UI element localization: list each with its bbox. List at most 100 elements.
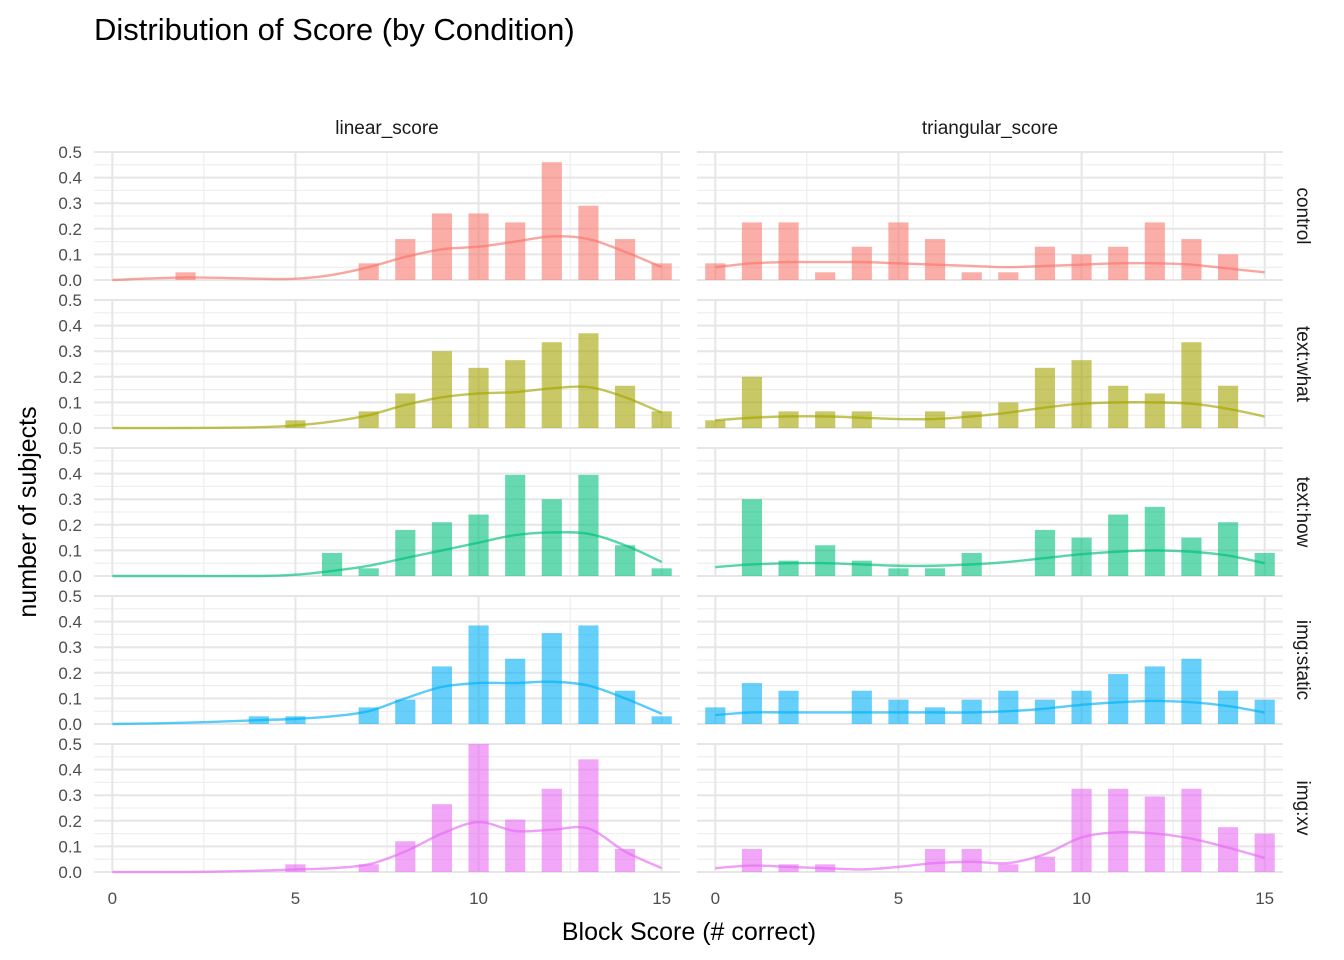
- histogram-bar: [778, 864, 799, 872]
- histogram-bar: [1034, 367, 1056, 428]
- density-curve: [715, 549, 1265, 569]
- histogram-bar: [395, 529, 416, 576]
- y-tick-label: 0.3: [58, 786, 82, 805]
- density-curve: [715, 260, 1265, 274]
- histogram-bar: [1254, 833, 1275, 872]
- panel-img-static-linear-score: 0.0 0.1 0.2 0.3 0.4 0.5: [58, 587, 680, 734]
- histogram-bar: [1181, 342, 1202, 428]
- histogram-bar: [741, 376, 763, 428]
- row-strip-label: control: [1292, 187, 1313, 244]
- density-curve: [112, 531, 663, 578]
- y-tick-label: 0.1: [58, 837, 82, 856]
- histogram-bar: [1034, 529, 1056, 576]
- histogram-bar: [1217, 690, 1239, 724]
- histogram-bar: [1217, 254, 1239, 280]
- histogram-bar: [614, 239, 636, 280]
- row-strip-label: img:static: [1292, 620, 1313, 700]
- histogram-bar: [614, 385, 636, 428]
- histogram-bar: [431, 666, 453, 724]
- histogram-bar: [924, 848, 946, 872]
- histogram-bar: [1034, 699, 1056, 724]
- y-tick-label: 0.3: [58, 638, 82, 657]
- histogram-bar: [505, 819, 526, 872]
- column-strip-label: triangular_score: [922, 118, 1058, 139]
- histogram-bar: [1217, 827, 1239, 872]
- histogram-bar: [961, 272, 982, 280]
- facet-panels: 0.0 0.1 0.2 0.3 0.4 0.5 control 0.0 0.1 0.2 0.3 0.4…: [58, 118, 1313, 908]
- density-curve: [112, 235, 663, 282]
- histogram-bar: [888, 222, 909, 280]
- y-tick-label: 0.1: [58, 541, 82, 560]
- y-tick-label: 0.1: [58, 245, 82, 264]
- histogram-bar: [395, 699, 416, 724]
- density-curve: [715, 699, 1265, 717]
- histogram-bar: [541, 342, 562, 428]
- histogram-bar: [851, 411, 872, 428]
- histogram-bar: [431, 522, 453, 576]
- histogram-bar: [888, 568, 909, 576]
- histogram-bar: [741, 222, 763, 280]
- histogram-bar: [741, 848, 763, 872]
- histogram-bar: [505, 222, 526, 280]
- y-tick-label: 0.4: [58, 317, 82, 336]
- histogram-bar: [1181, 537, 1202, 576]
- y-tick-label: 0.3: [58, 342, 82, 361]
- histogram-bar: [851, 246, 872, 280]
- x-tick-label: 10: [1072, 889, 1091, 908]
- panel-control-linear-score: 0.0 0.1 0.2 0.3 0.4 0.5: [58, 143, 680, 290]
- histogram-bar: [578, 205, 599, 280]
- histogram-bar: [778, 690, 799, 724]
- histogram-bar: [1144, 506, 1165, 576]
- histogram-bar: [1108, 385, 1129, 428]
- panel-text-how-linear-score: 0.0 0.1 0.2 0.3 0.4 0.5: [58, 439, 680, 586]
- histogram-bar: [468, 514, 489, 576]
- histogram-bar: [851, 560, 872, 576]
- histogram-bar: [1034, 856, 1056, 872]
- chart-title: Distribution of Score (by Condition): [94, 12, 575, 47]
- histogram-bar: [1181, 239, 1202, 280]
- histogram-bar: [468, 625, 489, 724]
- histogram-bar: [1144, 666, 1165, 724]
- histogram-bar: [998, 272, 1019, 280]
- y-tick-label: 0.4: [58, 613, 82, 632]
- histogram-bar: [1071, 360, 1092, 428]
- y-tick-label: 0.2: [58, 812, 82, 831]
- y-axis-title: number of subjects: [14, 406, 42, 617]
- density-curve: [715, 401, 1265, 422]
- histogram-bar: [1181, 788, 1202, 872]
- histogram-bar: [358, 568, 379, 576]
- histogram-bar: [395, 393, 416, 428]
- histogram-bar: [285, 864, 306, 872]
- y-tick-label: 0.0: [58, 863, 82, 882]
- histogram-bar: [1071, 690, 1092, 724]
- histogram-bar: [998, 402, 1019, 428]
- x-tick-label: 10: [469, 889, 488, 908]
- histogram-bar: [541, 499, 562, 576]
- histogram-bar: [1108, 514, 1129, 576]
- panel-img-xv-linear-score: 0.0 0.1 0.2 0.3 0.4 0.5 0 5 10 15: [58, 735, 680, 908]
- histogram-bar: [578, 474, 599, 576]
- x-tick-label: 0: [108, 889, 117, 908]
- y-tick-label: 0.5: [58, 291, 82, 310]
- histogram-bar: [578, 759, 599, 872]
- histogram-bar: [924, 239, 946, 280]
- histogram-bar: [1034, 246, 1056, 280]
- y-tick-label: 0.5: [58, 143, 82, 162]
- y-tick-label: 0.2: [58, 368, 82, 387]
- histogram-bar: [1071, 537, 1092, 576]
- x-tick-label: 5: [894, 889, 903, 908]
- histogram-bar: [815, 272, 836, 280]
- y-tick-label: 0.2: [58, 220, 82, 239]
- x-tick-label: 15: [652, 889, 671, 908]
- histogram-bar: [1108, 674, 1129, 724]
- histogram-bar: [285, 716, 306, 724]
- y-tick-label: 0.0: [58, 567, 82, 586]
- histogram-bar: [961, 411, 982, 428]
- histogram-bar: [505, 360, 526, 428]
- histogram-bar: [961, 848, 982, 872]
- density-curve: [112, 680, 663, 726]
- histogram-bar: [614, 690, 636, 724]
- histogram-bar: [1254, 552, 1275, 576]
- y-tick-label: 0.0: [58, 419, 82, 438]
